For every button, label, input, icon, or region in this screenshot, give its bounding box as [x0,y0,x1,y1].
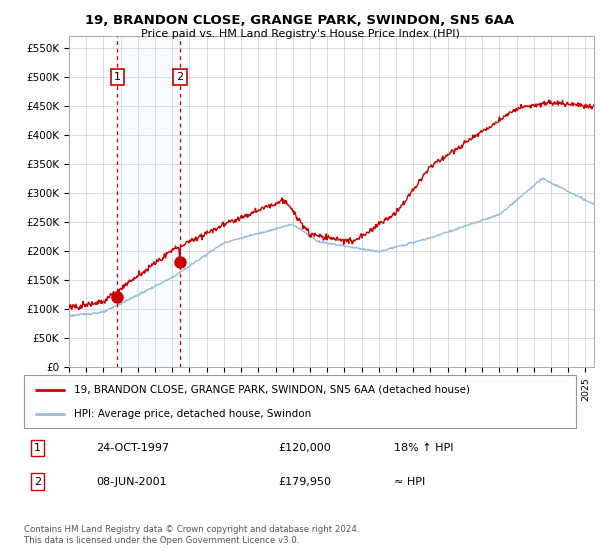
Text: 24-OCT-1997: 24-OCT-1997 [96,443,169,453]
Text: 19, BRANDON CLOSE, GRANGE PARK, SWINDON, SN5 6AA (detached house): 19, BRANDON CLOSE, GRANGE PARK, SWINDON,… [74,385,470,395]
Text: 1: 1 [114,72,121,82]
Text: Contains HM Land Registry data © Crown copyright and database right 2024.
This d: Contains HM Land Registry data © Crown c… [24,525,359,545]
Bar [118,36,180,367]
Text: £120,000: £120,000 [278,443,331,453]
FancyBboxPatch shape [24,375,576,428]
Text: 2: 2 [176,72,184,82]
Text: 08-JUN-2001: 08-JUN-2001 [96,477,166,487]
Text: HPI: Average price, detached house, Swindon: HPI: Average price, detached house, Swin… [74,409,311,419]
Text: Price paid vs. HM Land Registry's House Price Index (HPI): Price paid vs. HM Land Registry's House … [140,29,460,39]
Text: 2: 2 [34,477,41,487]
Text: 18% ↑ HPI: 18% ↑ HPI [394,443,454,453]
Text: 1: 1 [34,443,41,453]
Text: 19, BRANDON CLOSE, GRANGE PARK, SWINDON, SN5 6AA: 19, BRANDON CLOSE, GRANGE PARK, SWINDON,… [85,14,515,27]
Text: ≈ HPI: ≈ HPI [394,477,425,487]
Text: £179,950: £179,950 [278,477,331,487]
